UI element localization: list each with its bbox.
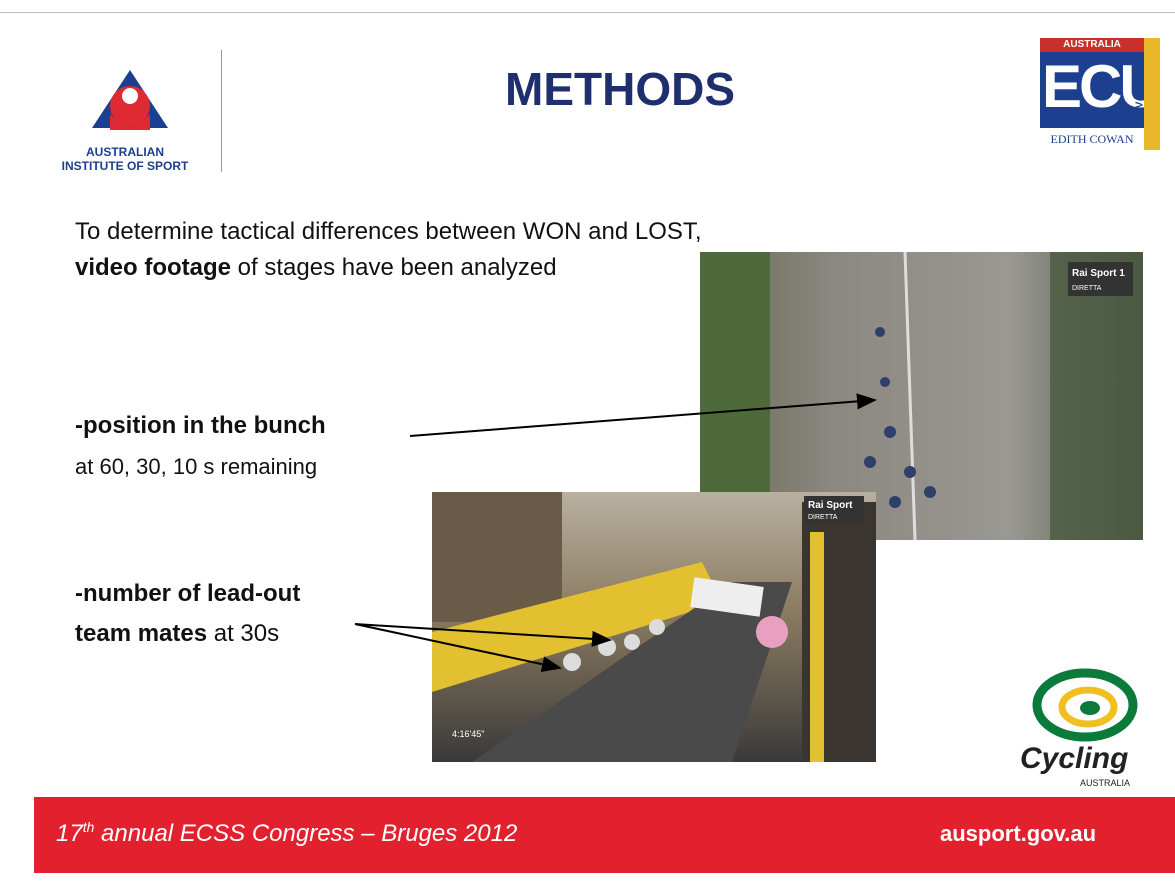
cycling-logo-sub: AUSTRALIA [1080,778,1130,788]
ecu-top: AUSTRALIA [1040,38,1144,52]
photo-overlay: Rai Sport 1 [1072,268,1125,279]
bullet-bold: -position in the bunch [75,412,326,440]
intro-line: video footage of stages have been analyz… [75,254,557,282]
intro-line: To determine tactical differences betwee… [75,218,702,246]
ecu-bottom: EDITH COWAN [1040,128,1144,150]
ecu-letters: ECU [1042,52,1142,121]
footer-text: 17th annual ECSS Congress – Bruges 2012 [56,819,517,848]
ais-logo-mark [90,68,170,143]
slide: AUSTRALIAN INSTITUTE OF SPORT METHODS AU… [0,0,1175,888]
footer-rest: annual ECSS Congress – Bruges 2012 [94,820,517,847]
photo-overlay-sub: DIRETTA [808,514,838,521]
top-border [0,12,1175,13]
photo-overlay-sub: DIRETTA [1072,285,1102,292]
bullet-bold: team mates [75,620,207,647]
ais-logo-text: AUSTRALIAN INSTITUTE OF SPORT [40,145,210,173]
divider [221,50,222,172]
ecu-side: UNIVERSITY [1135,51,1146,131]
footer-number: 17 [56,820,83,847]
ais-line: INSTITUTE OF SPORT [40,159,210,173]
ecu-side-bar [1144,38,1160,150]
footer-url: ausport.gov.au [940,821,1096,847]
photo-overlay: Rai Sport [808,500,853,511]
ecu-logo: AUSTRALIA ECU UNIVERSITY EDITH COWAN [1040,38,1160,150]
ais-line: AUSTRALIAN [40,145,210,159]
photo-bottom: Rai Sport DIRETTA 4:16'45" [432,492,876,762]
cycling-logo-mark [1030,665,1140,745]
footer-suffix: th [83,819,95,835]
intro-rest: of stages have been analyzed [231,254,557,281]
bullet-line: team mates at 30s [75,620,279,648]
footer-band: 17th annual ECSS Congress – Bruges 2012 … [34,797,1175,873]
bullet-bold: -number of lead-out [75,580,300,608]
bullet-text: at 60, 30, 10 s remaining [75,454,317,480]
photo-timer: 4:16'45" [452,729,484,739]
intro-bold: video footage [75,254,231,281]
slide-title: METHODS [420,62,820,116]
bullet-text: at 30s [207,620,279,647]
cycling-logo-name: Cycling [1020,742,1128,776]
